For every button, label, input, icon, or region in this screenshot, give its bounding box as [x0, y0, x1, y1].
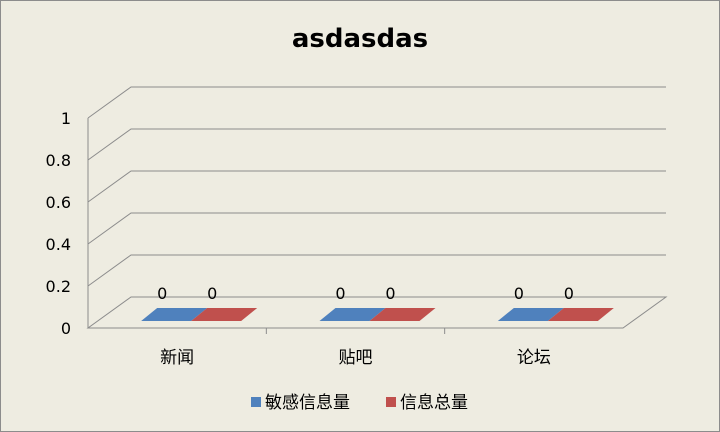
data-label: 0: [564, 284, 574, 303]
legend: 敏感信息量 信息总量: [251, 393, 468, 413]
grid-layer: [86, 86, 668, 334]
gridline: [87, 212, 666, 245]
category-labels: 新闻 贴吧 论坛: [160, 348, 551, 368]
legend-swatch-2: [386, 397, 396, 407]
bar-2-2: [369, 308, 436, 321]
data-labels: 0 0 0 0 0 0: [157, 284, 574, 303]
bar-2-1: [191, 308, 258, 321]
y-tick-label: 0: [61, 319, 71, 338]
legend-label-1: 敏感信息量: [265, 393, 350, 413]
bar-1-1: [141, 308, 208, 321]
data-label: 0: [207, 284, 217, 303]
bar-1-3: [497, 308, 564, 321]
category-label: 论坛: [517, 348, 551, 368]
data-label: 0: [385, 284, 395, 303]
bars-layer: [141, 308, 614, 321]
y-tick-label: 0.4: [46, 235, 71, 254]
y-tick-label: 1: [61, 109, 71, 128]
gridline: [87, 170, 666, 203]
gridline: [87, 254, 666, 287]
y-tick-label: 0.6: [46, 193, 71, 212]
chart-title: asdasdas: [292, 24, 428, 54]
bar-1-2: [319, 308, 386, 321]
category-label: 新闻: [160, 348, 194, 368]
y-tick-label: 0.2: [46, 277, 71, 296]
gridline: [87, 86, 666, 119]
bar-2-3: [547, 308, 614, 321]
y-tick-labels: 0 0.2 0.4 0.6 0.8 1: [46, 109, 71, 338]
gridline: [87, 128, 666, 161]
category-label: 贴吧: [339, 348, 373, 368]
data-label: 0: [335, 284, 345, 303]
y-tick-label: 0.8: [46, 151, 71, 170]
data-label: 0: [514, 284, 524, 303]
data-label: 0: [157, 284, 167, 303]
legend-swatch-1: [251, 397, 261, 407]
legend-label-2: 信息总量: [400, 393, 468, 413]
